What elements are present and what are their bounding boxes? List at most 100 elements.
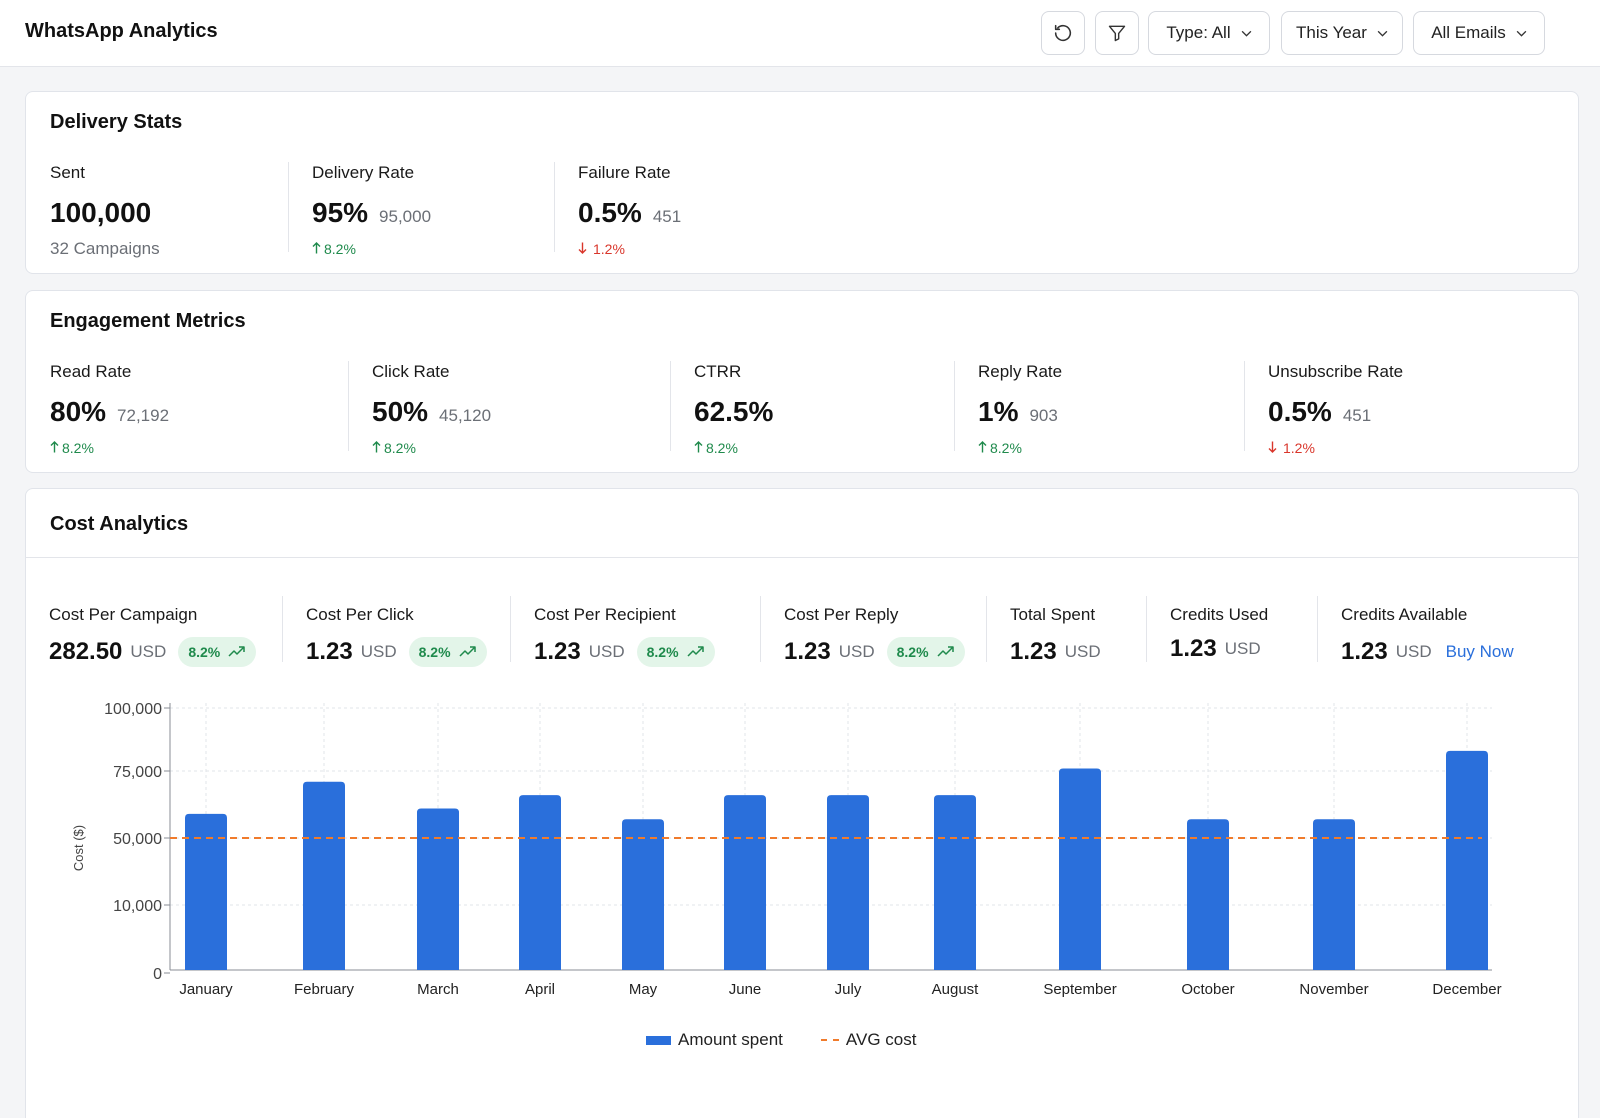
metric-unit: USD: [1064, 642, 1101, 661]
chart-legend: Amount spent AVG cost: [646, 1030, 916, 1050]
divider: [954, 361, 955, 451]
divider: [26, 557, 1578, 558]
divider: [760, 596, 761, 662]
arrow-up-icon: [312, 241, 324, 257]
filter-button[interactable]: [1095, 11, 1139, 55]
metric-value: 282.50: [49, 638, 123, 665]
metric-label: Cost Per Reply: [784, 605, 899, 624]
metric-label: Delivery Rate: [312, 163, 415, 182]
trending-up-icon: [679, 644, 705, 660]
metric-unit: USD: [360, 642, 397, 661]
metric-count: 903: [1029, 406, 1058, 425]
legend-swatch-amount: [646, 1035, 671, 1045]
card-title: Engagement Metrics: [50, 310, 246, 332]
arrow-down-icon: [578, 241, 590, 257]
buy-now-link[interactable]: Buy Now: [1445, 642, 1514, 661]
trend-value: 8.2%: [62, 440, 94, 456]
metric-value: 1.23: [1010, 638, 1057, 665]
metric-count: 451: [1342, 406, 1372, 425]
metric-count: 45,120: [439, 406, 492, 425]
trend-value: 1.2%: [1283, 440, 1315, 456]
refresh-icon: [1052, 22, 1074, 44]
credits-used: Credits Used 1.23 USD: [1170, 605, 1268, 664]
badge-value: 8.2%: [896, 644, 929, 660]
metric-value: 1.23: [784, 638, 831, 665]
trend-value: 1.2%: [593, 241, 625, 257]
email-filter-label: All Emails: [1431, 23, 1506, 42]
period-filter-label: This Year: [1296, 23, 1367, 42]
refresh-button[interactable]: [1041, 11, 1085, 55]
divider: [282, 596, 283, 662]
cost-per-click: Cost Per Click 1.23 USD 8.2%: [306, 605, 487, 667]
chevron-down-icon: [1377, 30, 1388, 37]
metric-label: Credits Available: [1341, 605, 1468, 624]
trend-badge: 8.2%: [636, 637, 715, 667]
metric-unsubscribe-rate: Unsubscribe Rate 0.5% 451 1.2%: [1268, 362, 1403, 456]
metric-value: 1.23: [1341, 638, 1388, 665]
metric-value: 62.5%: [694, 396, 774, 427]
metric-label: Total Spent: [1010, 605, 1096, 624]
trending-up-icon: [451, 644, 477, 660]
divider: [288, 162, 289, 252]
metric-count: 451: [652, 207, 682, 226]
metric-read-rate: Read Rate 80% 72,192 8.2%: [50, 362, 169, 456]
cost-per-recipient: Cost Per Recipient 1.23 USD 8.2%: [534, 605, 715, 667]
metric-label: Sent: [50, 163, 85, 182]
metric-reply-rate: Reply Rate 1% 903 8.2%: [978, 362, 1062, 456]
trending-up-icon: [220, 644, 246, 660]
divider: [670, 361, 671, 451]
divider: [554, 162, 555, 252]
arrow-down-icon: [1268, 440, 1280, 456]
card-title: Delivery Stats: [50, 111, 183, 133]
metric-label: Cost Per Campaign: [49, 605, 198, 624]
metric-value: 1.23: [534, 638, 581, 665]
metric-label: Cost Per Click: [306, 605, 414, 624]
metric-value: 95%: [312, 197, 369, 228]
type-filter-label: Type: All: [1166, 23, 1231, 42]
arrow-up-icon: [50, 440, 62, 456]
metric-value: 100,000: [50, 197, 152, 228]
divider: [986, 596, 987, 662]
divider: [510, 596, 511, 662]
cost-per-reply: Cost Per Reply 1.23 USD 8.2%: [784, 605, 965, 667]
metric-unit: USD: [130, 642, 167, 661]
page-title: WhatsApp Analytics: [25, 20, 218, 42]
legend-swatch-avg: [820, 1039, 839, 1041]
metric-label: Failure Rate: [578, 163, 671, 182]
metric-unit: USD: [838, 642, 875, 661]
legend-label-amount: Amount spent: [678, 1030, 783, 1049]
metric-label: Credits Used: [1170, 605, 1269, 624]
badge-value: 8.2%: [646, 644, 679, 660]
divider: [348, 361, 349, 451]
metric-value: 1.23: [306, 638, 353, 665]
metric-unit: USD: [1395, 642, 1432, 661]
divider: [1146, 596, 1147, 662]
metric-caption: 32 Campaigns: [50, 239, 160, 258]
trend-value: 8.2%: [706, 440, 738, 456]
metric-unit: USD: [1224, 639, 1261, 658]
metric-label: Click Rate: [372, 362, 450, 381]
cost-per-campaign: Cost Per Campaign 282.50 USD 8.2%: [49, 605, 257, 667]
arrow-up-icon: [978, 440, 990, 456]
metric-label: CTRR: [694, 362, 742, 381]
metric-label: Reply Rate: [978, 362, 1063, 381]
delivery-stats-card: Delivery Stats Sent 100,000 32 Campaigns…: [25, 91, 1579, 274]
total-spent: Total Spent 1.23 USD: [1010, 605, 1101, 667]
trend-down: 1.2%: [1268, 440, 1403, 456]
divider: [1317, 596, 1318, 662]
credits-available: Credits Available 1.23 USD Buy Now: [1341, 605, 1514, 667]
email-filter-dropdown[interactable]: All Emails: [1413, 11, 1545, 55]
trend-up: 8.2%: [372, 440, 491, 456]
trend-value: 8.2%: [384, 440, 416, 456]
metric-value: 50%: [372, 396, 429, 427]
trend-up: 8.2%: [50, 440, 169, 456]
cost-analytics-card: Cost Analytics: [25, 488, 1579, 1118]
badge-value: 8.2%: [418, 644, 451, 660]
card-title: Cost Analytics: [50, 513, 189, 535]
trend-up: 8.2%: [312, 241, 431, 257]
type-filter-dropdown[interactable]: Type: All: [1148, 11, 1270, 55]
trending-up-icon: [929, 644, 955, 660]
period-filter-dropdown[interactable]: This Year: [1281, 11, 1403, 55]
legend-label-avg: AVG cost: [845, 1030, 917, 1049]
divider: [1244, 361, 1245, 451]
